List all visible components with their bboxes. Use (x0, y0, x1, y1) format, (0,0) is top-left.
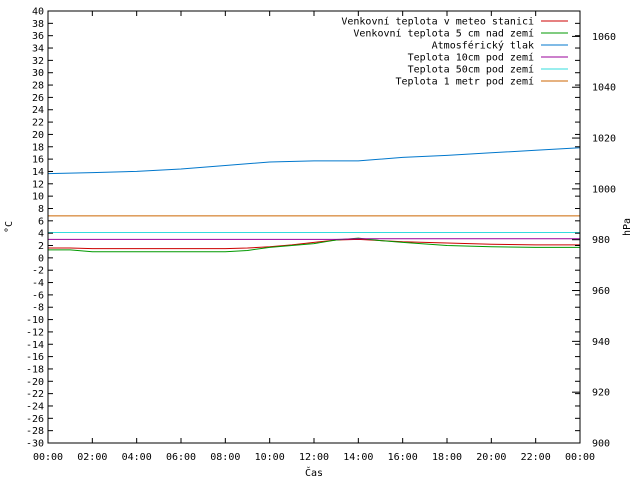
y-tick-label: 18 (32, 142, 44, 153)
y2-tick-label: 1020 (592, 134, 616, 145)
y-tick-label: 30 (32, 68, 44, 79)
y-tick-label: -24 (26, 401, 44, 412)
x-axis-title: Čas (305, 466, 323, 479)
y2-tick-label: 940 (592, 337, 610, 348)
y-tick-label: 22 (32, 118, 44, 129)
x-tick-label: 12:00 (299, 452, 329, 463)
legend-label: Venkovní teplota v meteo stanici (341, 16, 534, 28)
plot-frame (47, 10, 581, 444)
y-tick-label: 32 (32, 56, 44, 67)
legend-label: Atmosférický tlak (432, 40, 534, 52)
y-tick-label: -18 (26, 364, 44, 375)
x-tick-label: 04:00 (122, 452, 152, 463)
y-tick-label: 4 (38, 229, 44, 240)
x-tick-label: 10:00 (255, 452, 285, 463)
series-line-3 (47, 147, 581, 175)
x-tick-label: 06:00 (166, 452, 196, 463)
x-tick-label: 02:00 (77, 452, 107, 463)
y-tick-label: -22 (26, 389, 44, 400)
x-tick-label: 14:00 (343, 452, 373, 463)
ticks-layer: -30-28-26-24-22-20-18-16-14-12-10-8-6-4-… (26, 7, 616, 464)
y2-tick-label: 1040 (592, 83, 616, 94)
y-tick-label: 40 (32, 7, 44, 18)
x-tick-label: 22:00 (521, 452, 551, 463)
y-tick-label: 0 (38, 253, 44, 264)
y2-tick-label: 900 (592, 439, 610, 450)
y-tick-label: 20 (32, 130, 44, 141)
x-tick-label: 08:00 (210, 452, 240, 463)
y-tick-label: 38 (32, 19, 44, 30)
y2-tick-label: 920 (592, 388, 610, 399)
x-tick-label: 20:00 (476, 452, 506, 463)
y2-tick-label: 960 (592, 286, 610, 297)
y-tick-label: 10 (32, 192, 44, 203)
legend-label: Teplota 50cm pod zemí (408, 64, 534, 76)
y-tick-label: -8 (32, 303, 44, 314)
y-tick-label: -4 (32, 278, 44, 289)
y-tick-label: -14 (26, 340, 44, 351)
x-tick-label: 18:00 (432, 452, 462, 463)
legend-label: Venkovní teplota 5 cm nad zemí (353, 28, 534, 40)
y-tick-label: 2 (38, 241, 44, 252)
legend-label: Teplota 1 metr pod zemí (396, 76, 534, 88)
x-tick-label: 16:00 (388, 452, 418, 463)
y-tick-label: -16 (26, 352, 44, 363)
y-tick-label: 14 (32, 167, 44, 178)
y2-tick-label: 980 (592, 235, 610, 246)
y-tick-label: 8 (38, 204, 44, 215)
legend-label: Teplota 10cm pod zemí (408, 52, 534, 64)
y-tick-label: 28 (32, 81, 44, 92)
y2-tick-label: 1000 (592, 184, 616, 195)
x-tick-label: 00:00 (565, 452, 595, 463)
series-layer (47, 147, 581, 253)
y-tick-label: -20 (26, 377, 44, 388)
y-tick-label: 12 (32, 179, 44, 190)
y-tick-label: 6 (38, 216, 44, 227)
legend: Venkovní teplota v meteo staniciVenkovní… (341, 16, 568, 88)
y2-tick-label: 1060 (592, 32, 616, 43)
y-tick-label: -10 (26, 315, 44, 326)
y-axis-title: °C (4, 221, 15, 233)
series-line-1 (48, 238, 580, 250)
y-tick-label: 16 (32, 155, 44, 166)
y2-axis-title: hPa (622, 218, 633, 236)
y-tick-label: 34 (32, 44, 44, 55)
y-tick-label: 26 (32, 93, 44, 104)
series-line-4 (48, 238, 580, 240)
y-tick-label: -2 (32, 266, 44, 277)
y-tick-label: 24 (32, 105, 44, 116)
y-tick-label: -28 (26, 426, 44, 437)
y-tick-label: 36 (32, 31, 44, 42)
y-tick-label: -30 (26, 439, 44, 450)
series-line-2 (48, 237, 580, 253)
y-tick-label: -6 (32, 290, 44, 301)
x-tick-label: 00:00 (33, 452, 63, 463)
y-tick-label: -26 (26, 414, 44, 425)
y-tick-label: -12 (26, 327, 44, 338)
